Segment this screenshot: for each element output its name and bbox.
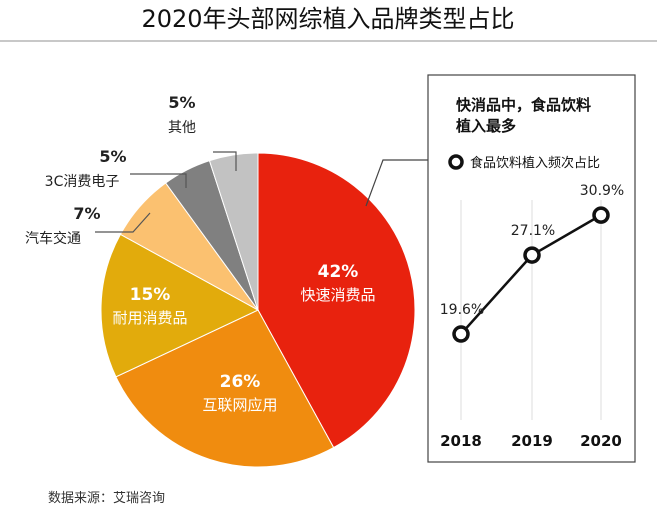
data-point — [592, 206, 610, 224]
slice-percent-label: 7% — [73, 204, 100, 223]
x-tick-label: 2019 — [511, 432, 553, 450]
data-label: 27.1% — [511, 223, 555, 239]
pie-slice — [208, 152, 259, 311]
slice-category-label: 互联网应用 — [202, 396, 277, 414]
slice-percent-label: 5% — [168, 93, 195, 112]
slice-category-label: 耐用消费品 — [112, 309, 187, 327]
x-tick-label: 2020 — [580, 432, 622, 450]
source-note: 数据来源：艾瑞咨询 — [48, 491, 165, 506]
pie-slice — [115, 309, 335, 468]
line-chart: 19.6% 27.1% 30.9% 2018 2019 2020 — [440, 183, 624, 450]
pie-slice — [100, 233, 260, 378]
chart-title: 2020年头部网综植入品牌类型占比 — [141, 5, 514, 33]
inset-title-line-1: 快消品中，食品饮料 — [456, 96, 591, 114]
slice-percent-label: 15% — [130, 285, 171, 305]
data-point — [523, 246, 541, 264]
leader-line — [95, 212, 151, 233]
pie-labels: 42% 快速消费品 26% 互联网应用 15% 耐用消费品 7% 汽车交通 5% 3C消费电子 5%… — [25, 93, 376, 414]
pie-chart — [100, 152, 416, 468]
slice-percent-label: 5% — [99, 147, 126, 166]
inset-panel-border — [427, 74, 636, 463]
legend-label: 食品饮料植入频次占比 — [470, 155, 600, 171]
pie-leader-lines — [95, 151, 428, 233]
slice-percent-label: 26% — [220, 372, 261, 392]
slice-category-label: 快速消费品 — [300, 286, 375, 304]
callout-connector-line — [365, 159, 428, 207]
pie-slice — [257, 152, 416, 449]
data-label: 19.6% — [440, 302, 484, 318]
slice-category-label: 汽车交通 — [25, 230, 81, 247]
leader-line — [213, 151, 237, 171]
leader-line — [130, 173, 187, 188]
data-label: 30.9% — [580, 183, 624, 199]
legend-marker-icon — [448, 154, 464, 170]
inset-title-line-2: 植入最多 — [456, 117, 516, 135]
x-tick-label: 2018 — [440, 432, 482, 450]
slice-category-label: 3C消费电子 — [45, 174, 120, 190]
slice-percent-label: 42% — [318, 262, 359, 282]
data-point — [452, 325, 470, 343]
slice-category-label: 其他 — [168, 120, 196, 136]
